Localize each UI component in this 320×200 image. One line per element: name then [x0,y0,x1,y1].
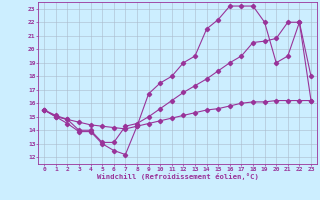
X-axis label: Windchill (Refroidissement éolien,°C): Windchill (Refroidissement éolien,°C) [97,173,259,180]
